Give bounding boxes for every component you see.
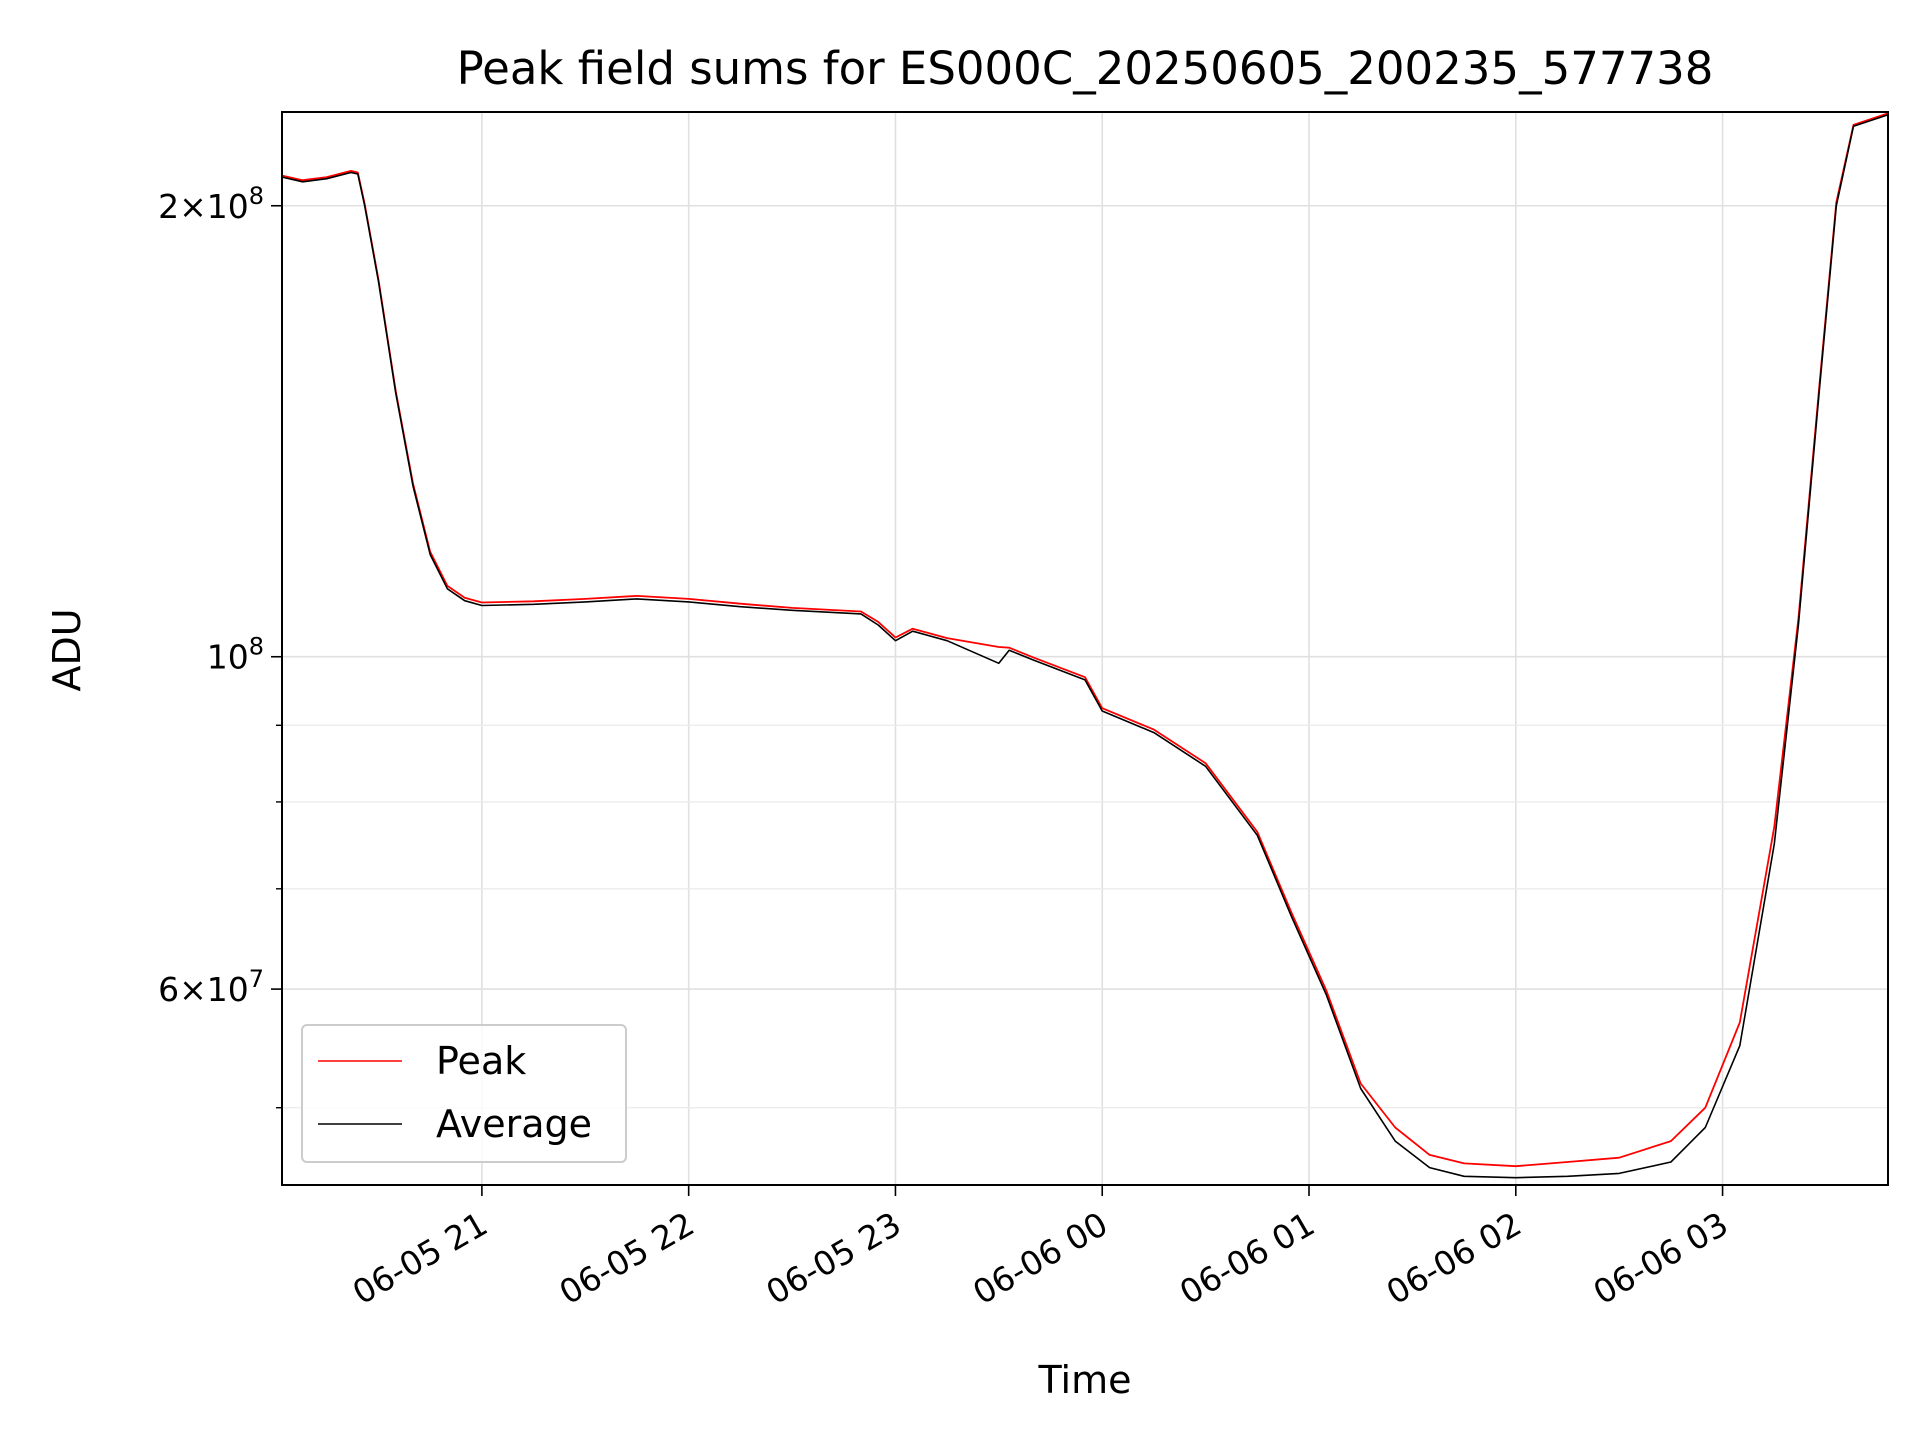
y-axis: 2×108 108 6×107	[158, 182, 282, 1109]
legend-label-average: Average	[436, 1102, 592, 1146]
series-line-average	[282, 114, 1888, 1179]
y-tick-label: 6×107	[158, 965, 264, 1009]
legend-label-peak: Peak	[436, 1039, 526, 1083]
legend: Peak Average	[301, 1024, 627, 1163]
plot-series	[282, 112, 1888, 1179]
y-axis-label: ADU	[45, 608, 89, 691]
x-axis-label: Time	[1038, 1358, 1132, 1402]
legend-box	[301, 1024, 627, 1163]
y-tick-label: 108	[207, 633, 264, 677]
chart-title: Peak field sums for ES000C_20250605_2002…	[457, 42, 1714, 95]
plot-frame	[281, 111, 1889, 1186]
y-tick-label: 2×108	[158, 182, 264, 226]
